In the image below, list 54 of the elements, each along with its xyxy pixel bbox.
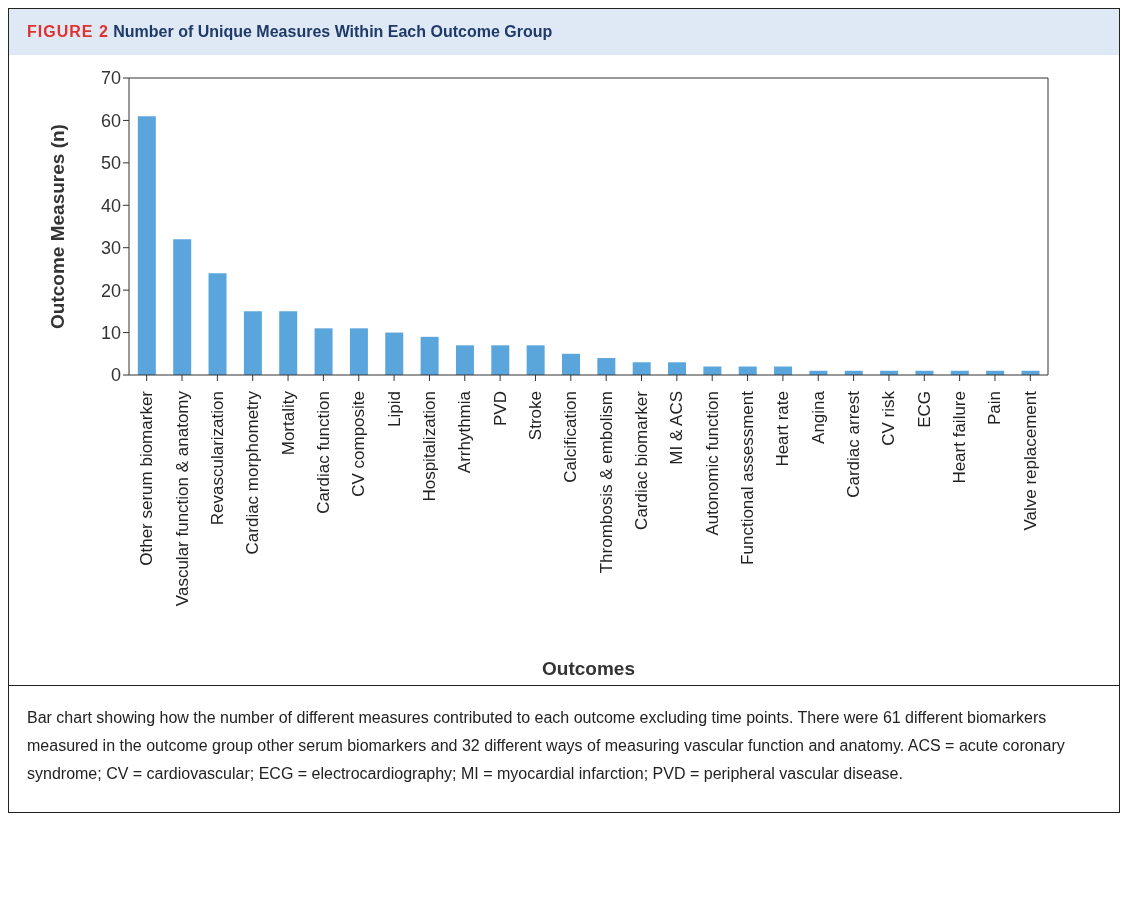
bar xyxy=(137,116,156,375)
bar xyxy=(420,336,439,375)
x-tick-label: Autonomic function xyxy=(702,391,722,536)
bar xyxy=(668,362,687,375)
x-tick-label: Cardiac biomarker xyxy=(632,390,652,530)
x-tick-label: Cardiac morphometry xyxy=(243,390,263,555)
bar xyxy=(632,362,651,375)
chart-title: FIGURE 2 Number of Unique Measures Within Each Outcome Group xyxy=(27,23,553,40)
x-tick-label: Mortality xyxy=(278,390,298,456)
x-tick-label: Revascularization xyxy=(207,391,227,526)
x-tick-label: Arrhythmia xyxy=(455,390,475,474)
x-axis-title: Outcomes xyxy=(542,658,635,679)
y-tick-label: 20 xyxy=(100,280,121,301)
bar xyxy=(385,332,404,375)
x-tick-label: Heart failure xyxy=(950,391,970,484)
y-tick-label: 10 xyxy=(100,322,121,343)
y-tick-label: 30 xyxy=(100,238,121,259)
x-tick-label: CV composite xyxy=(349,391,369,497)
x-tick-label: Angina xyxy=(808,390,828,444)
x-tick-label: CV risk xyxy=(879,390,899,446)
y-tick-label: 40 xyxy=(100,195,121,216)
bar xyxy=(597,358,616,375)
bar xyxy=(279,311,298,375)
y-tick-label: 50 xyxy=(100,153,121,174)
bar xyxy=(561,353,580,375)
x-tick-label: Pain xyxy=(985,391,1005,426)
x-tick-label: Calcification xyxy=(561,391,581,483)
x-tick-label: Hospitalization xyxy=(419,391,439,502)
x-tick-label: Heart rate xyxy=(773,391,793,467)
bar xyxy=(314,328,333,375)
x-tick-label: Cardiac arrest xyxy=(844,390,864,498)
x-tick-label: PVD xyxy=(490,391,510,426)
text: Bar chart showing how the number of different measures contributed to each outcome excluding time points. There were 61 different biomarkers measured in the outcome group other serum biomarkers and 32 different ways of measuring vascular function and anatomy. ACS = acute coronary syndrome; CV = cardiovascular; ECG = electrocardiography; MI = myocardial infarction; PVD = peripheral vascular disease. xyxy=(27,708,1066,784)
x-tick-label: Stroke xyxy=(525,391,545,441)
bar xyxy=(526,345,545,375)
bar xyxy=(173,239,192,375)
y-tick-label: 60 xyxy=(100,110,121,131)
x-tick-label: Thrombosis & embolism xyxy=(596,391,616,574)
bar xyxy=(349,328,368,375)
bar xyxy=(455,345,474,375)
x-tick-label: ECG xyxy=(914,391,934,428)
bar xyxy=(208,273,227,375)
y-axis-title: Outcome Measures (n) xyxy=(46,124,68,329)
bar xyxy=(243,311,262,375)
x-tick-label: Valve replacement xyxy=(1020,390,1040,531)
x-tick-label: Functional assessment xyxy=(738,390,758,565)
y-tick-label: 70 xyxy=(100,68,121,89)
x-tick-label: Cardiac function xyxy=(313,391,333,514)
x-tick-label: MI & ACS xyxy=(667,391,687,465)
x-tick-label: Other serum biomarker xyxy=(137,390,157,566)
bar xyxy=(491,345,510,375)
x-tick-label: Vascular function & anatomy xyxy=(172,390,192,607)
x-tick-label: Lipid xyxy=(384,391,404,427)
y-tick-label: 0 xyxy=(110,365,121,386)
